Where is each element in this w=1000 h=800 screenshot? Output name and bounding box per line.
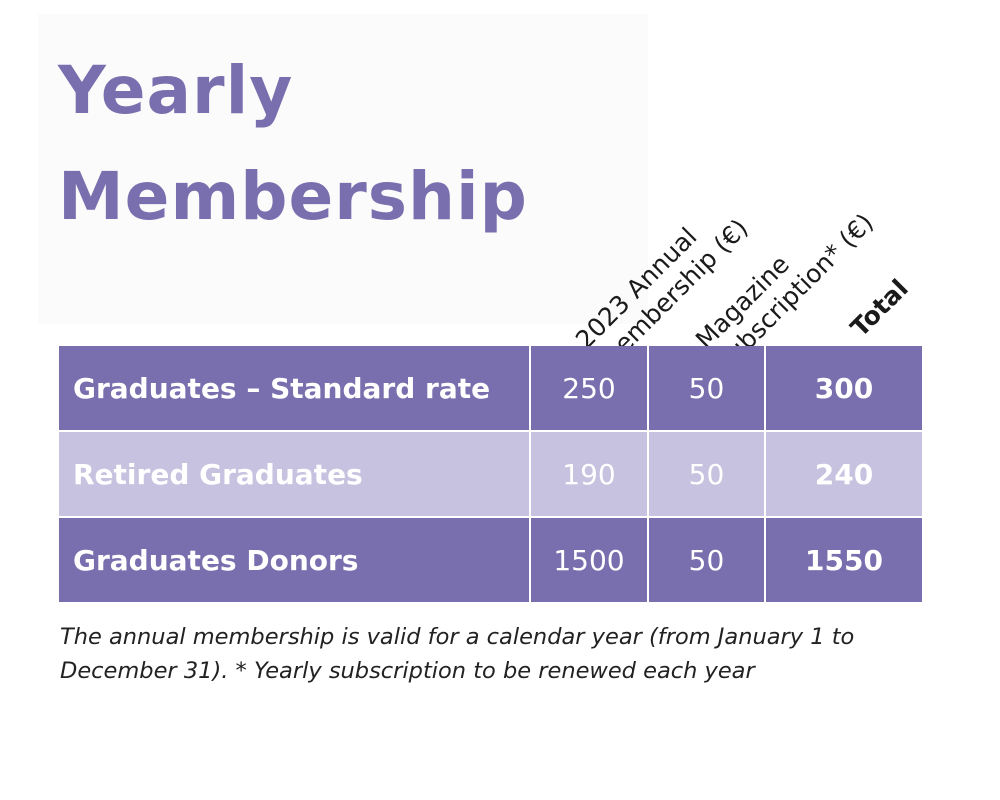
- table-row: Retired Graduates 190 50 240: [59, 430, 922, 518]
- header-total: Total: [845, 274, 915, 344]
- annual-value: 1500: [529, 516, 649, 602]
- total-value: 240: [764, 430, 922, 518]
- header-total-label: Total: [845, 273, 914, 343]
- row-label: Graduates – Standard rate: [59, 346, 531, 432]
- footnote: The annual membership is valid for a cal…: [60, 624, 855, 684]
- page-title-line-2: Membership: [58, 158, 528, 235]
- magazine-value: 50: [647, 516, 766, 602]
- annual-value: 250: [529, 346, 649, 432]
- row-label: Graduates Donors: [59, 516, 531, 602]
- annual-value: 190: [529, 430, 649, 518]
- page-title-line-1: Yearly: [58, 52, 294, 129]
- table-row: Graduates – Standard rate 250 50 300: [59, 346, 922, 432]
- total-value: 1550: [764, 516, 922, 602]
- membership-rates-table: Graduates – Standard rate 250 50 300 Ret…: [59, 346, 922, 602]
- total-value: 300: [764, 346, 922, 432]
- table-row: Graduates Donors 1500 50 1550: [59, 516, 922, 602]
- row-label: Retired Graduates: [59, 430, 531, 518]
- magazine-value: 50: [647, 346, 766, 432]
- magazine-value: 50: [647, 430, 766, 518]
- title-panel: [38, 14, 648, 324]
